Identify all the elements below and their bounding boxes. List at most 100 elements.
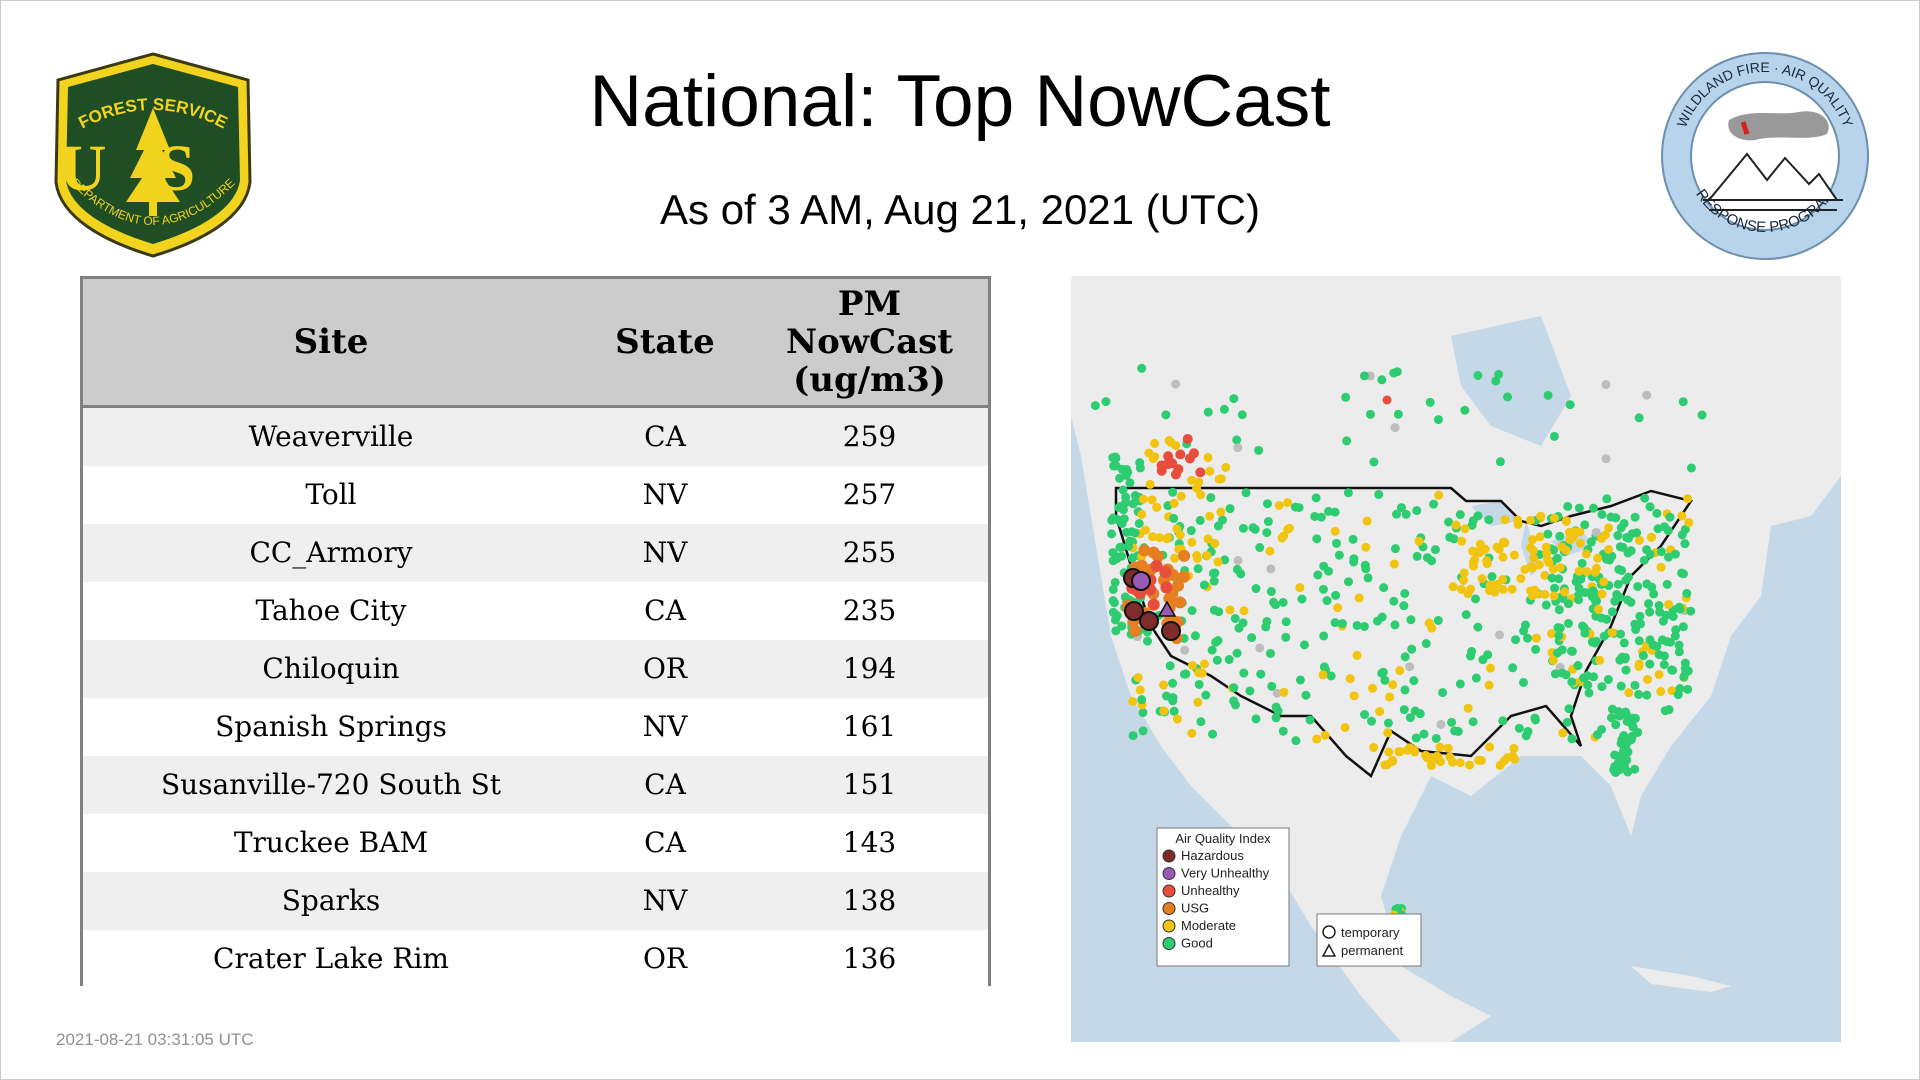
monitor-marker bbox=[1634, 636, 1644, 646]
monitor-marker bbox=[1333, 603, 1343, 613]
monitor-marker bbox=[1491, 376, 1501, 386]
monitor-marker bbox=[1278, 726, 1288, 736]
monitor-marker bbox=[1583, 680, 1593, 690]
monitor-marker bbox=[1155, 533, 1165, 543]
cell-state: NV bbox=[642, 710, 688, 743]
monitor-marker bbox=[1212, 655, 1222, 665]
monitor-marker bbox=[1447, 717, 1457, 727]
monitor-marker bbox=[1630, 680, 1640, 690]
monitor-marker bbox=[1549, 591, 1559, 601]
monitor-marker bbox=[1369, 742, 1379, 752]
monitor-marker bbox=[1145, 479, 1155, 489]
monitor-marker bbox=[1448, 582, 1458, 592]
monitor-marker bbox=[1247, 633, 1257, 643]
monitor-marker bbox=[1402, 745, 1412, 755]
monitor-marker bbox=[1407, 644, 1417, 654]
monitor-marker bbox=[1513, 515, 1523, 525]
monitor-marker bbox=[1563, 618, 1573, 628]
monitor-marker bbox=[1208, 729, 1218, 739]
monitor-marker bbox=[1606, 512, 1616, 522]
monitor-marker bbox=[1638, 651, 1648, 661]
monitor-marker bbox=[1331, 538, 1341, 548]
monitor-marker bbox=[1313, 570, 1323, 580]
monitor-marker bbox=[1596, 613, 1606, 623]
table-row: CC_Armory NV 255 bbox=[83, 523, 988, 582]
monitor-marker bbox=[1151, 550, 1164, 563]
monitor-marker bbox=[1648, 640, 1658, 650]
monitor-marker bbox=[1171, 441, 1181, 451]
monitor-marker bbox=[1117, 551, 1127, 561]
monitor-marker bbox=[1623, 747, 1633, 757]
monitor-marker bbox=[1508, 663, 1518, 673]
monitor-marker bbox=[1395, 666, 1405, 676]
monitor-marker bbox=[1668, 612, 1678, 622]
monitor-marker bbox=[1283, 498, 1293, 508]
monitor-marker bbox=[1383, 728, 1393, 738]
monitor-marker bbox=[1113, 515, 1123, 525]
monitor-marker bbox=[1384, 747, 1394, 757]
monitor-marker bbox=[1682, 588, 1692, 598]
monitor-marker bbox=[1528, 545, 1538, 555]
cell-value: 194 bbox=[842, 652, 897, 685]
table-row: Chiloquin OR 194 bbox=[83, 639, 988, 698]
monitor-marker bbox=[1450, 726, 1460, 736]
circle-icon bbox=[1322, 925, 1336, 939]
monitor-marker bbox=[1401, 509, 1411, 519]
monitor-marker bbox=[1354, 593, 1364, 603]
monitor-marker bbox=[1267, 681, 1277, 691]
monitor-marker bbox=[1659, 660, 1669, 670]
monitor-marker bbox=[1318, 584, 1328, 594]
monitor-marker bbox=[1194, 668, 1204, 678]
header-site: Site bbox=[83, 279, 579, 408]
monitor-marker bbox=[1211, 637, 1221, 647]
monitor-marker bbox=[1291, 736, 1301, 746]
monitor-marker bbox=[1612, 593, 1622, 603]
cell-site: CC_Armory bbox=[249, 536, 413, 569]
monitor-marker bbox=[1597, 509, 1607, 519]
monitor-marker bbox=[1529, 553, 1539, 563]
monitor-marker bbox=[1147, 598, 1160, 611]
monitor-marker bbox=[1522, 633, 1532, 643]
monitor-marker bbox=[1509, 550, 1519, 560]
monitor-marker bbox=[1443, 743, 1453, 753]
monitor-marker bbox=[1645, 607, 1655, 617]
monitor-marker bbox=[1367, 716, 1377, 726]
monitor-marker bbox=[1395, 747, 1405, 757]
monitor-marker bbox=[1634, 413, 1644, 423]
shape-legend: temporary permanent bbox=[1316, 913, 1422, 967]
cell-value: 235 bbox=[842, 594, 897, 627]
monitor-marker bbox=[1352, 620, 1362, 630]
monitor-marker bbox=[1229, 683, 1239, 693]
monitor-marker bbox=[1465, 760, 1475, 770]
monitor-marker bbox=[1604, 544, 1614, 554]
monitor-marker bbox=[1550, 669, 1560, 679]
monitor-marker bbox=[1225, 504, 1235, 514]
monitor-marker bbox=[1521, 731, 1531, 741]
monitor-marker bbox=[1108, 584, 1118, 594]
monitor-marker bbox=[1665, 637, 1675, 647]
monitor-marker bbox=[1137, 695, 1147, 705]
monitor-marker bbox=[1316, 512, 1326, 522]
monitor-marker bbox=[1220, 555, 1230, 565]
monitor-marker bbox=[1547, 629, 1557, 639]
monitor-marker bbox=[1159, 680, 1169, 690]
monitor-marker bbox=[1326, 671, 1336, 681]
monitor-marker bbox=[1340, 722, 1350, 732]
monitor-marker bbox=[1645, 659, 1655, 669]
monitor-marker bbox=[1431, 733, 1441, 743]
monitor-marker bbox=[1610, 750, 1620, 760]
monitor-marker bbox=[1109, 598, 1119, 608]
table-row: Sparks NV 138 bbox=[83, 871, 988, 930]
monitor-marker bbox=[1148, 454, 1158, 464]
monitor-marker bbox=[1111, 611, 1121, 621]
monitor-marker bbox=[1656, 547, 1666, 557]
monitor-marker bbox=[1561, 670, 1571, 680]
monitor-marker bbox=[1645, 549, 1655, 559]
monitor-marker bbox=[1621, 707, 1631, 717]
monitor-marker bbox=[1574, 583, 1584, 593]
monitor-marker bbox=[1232, 435, 1242, 445]
monitor-marker bbox=[1567, 677, 1577, 687]
monitor-marker bbox=[1667, 665, 1677, 675]
monitor-marker bbox=[1109, 461, 1119, 471]
monitor-marker bbox=[1451, 520, 1461, 530]
